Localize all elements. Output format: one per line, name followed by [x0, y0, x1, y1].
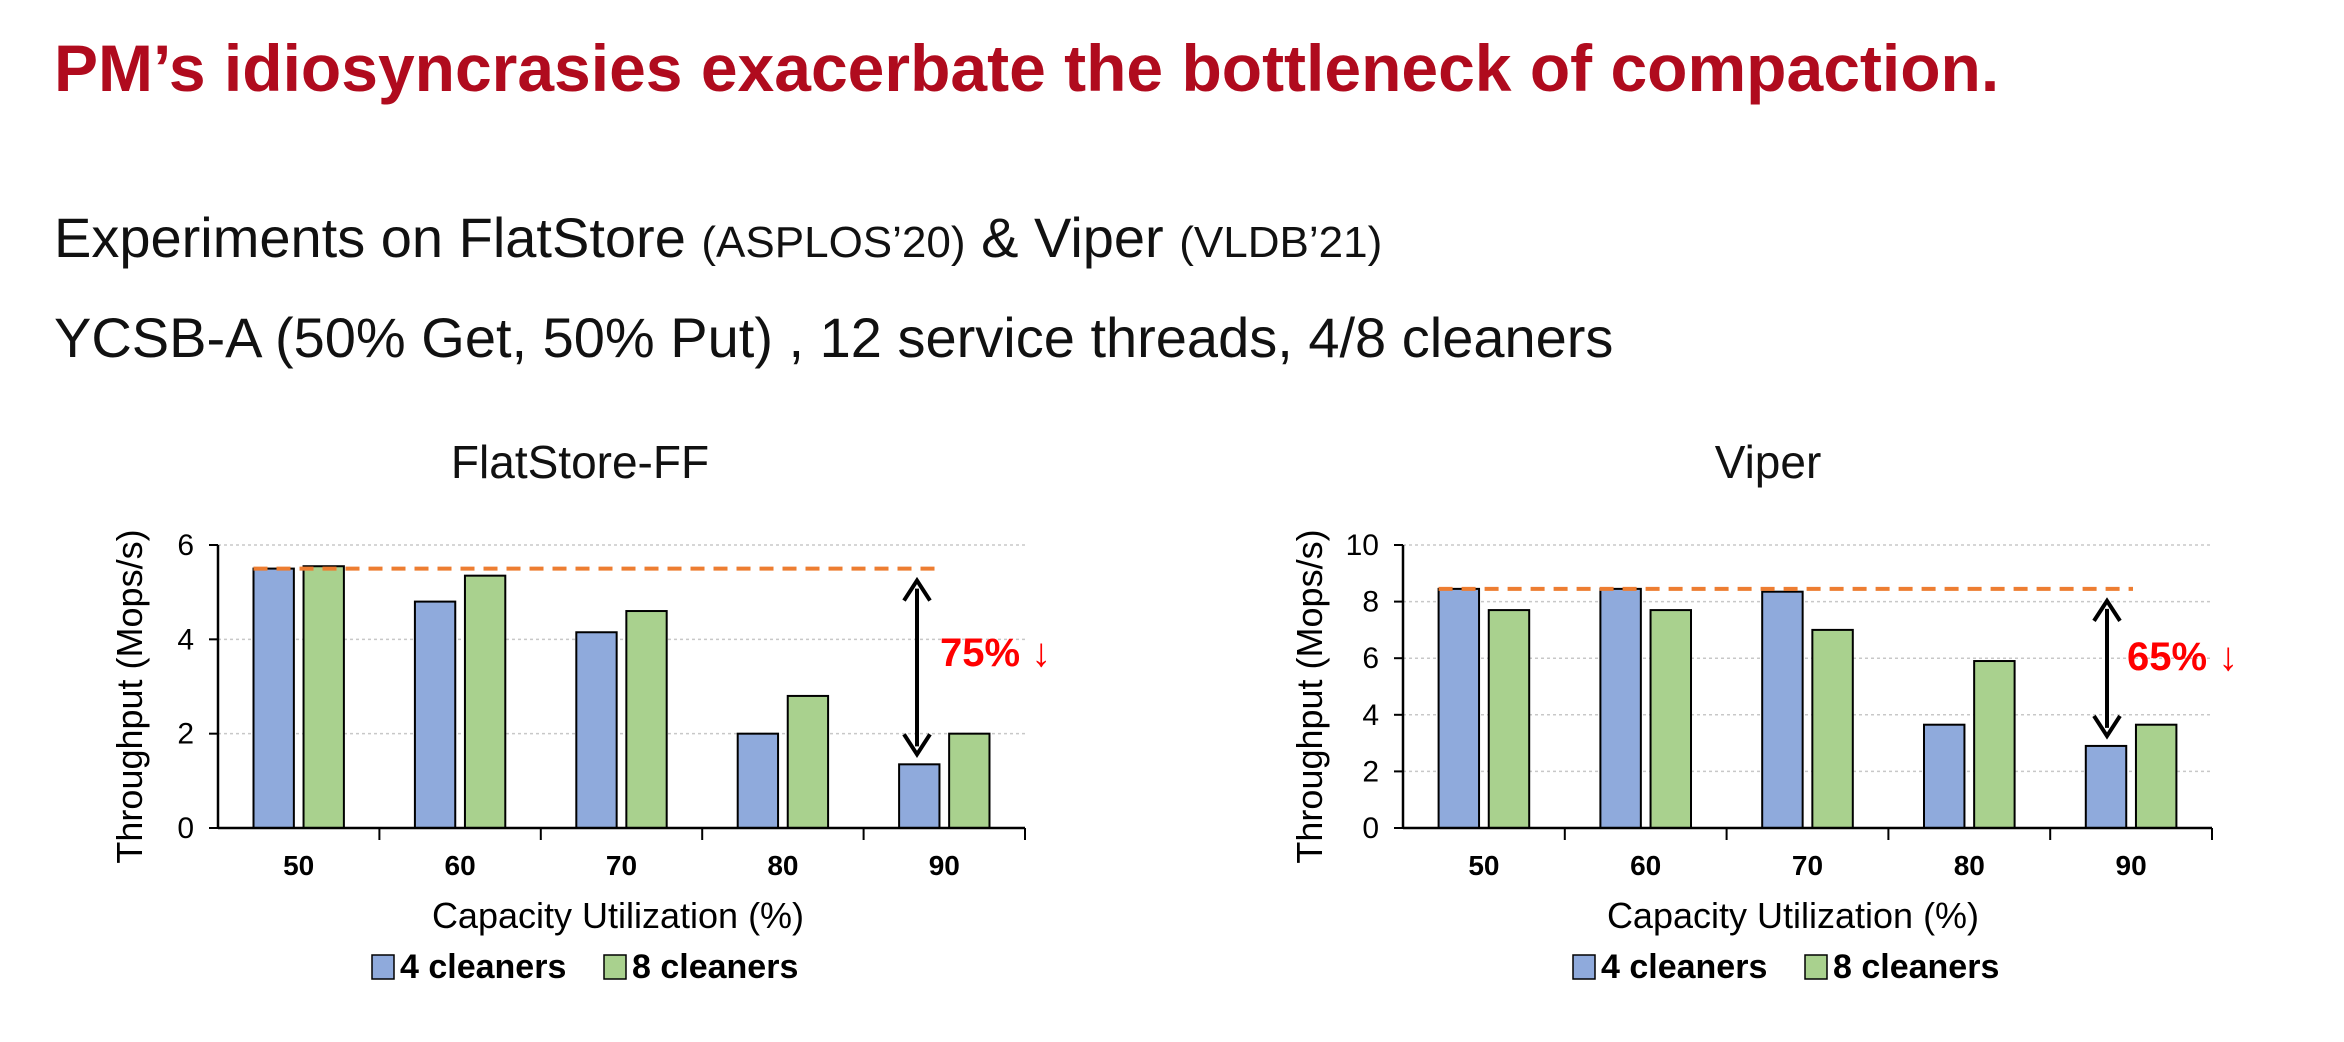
- bar-4-cleaners: [252, 567, 295, 829]
- y-tick-label: 6: [1362, 642, 1379, 675]
- x-tick-label: 50: [283, 850, 314, 881]
- chart-flatstore-ff: FlatStore-FF 0 2 4 6 50 60 70 80 90 75% ↓ Throughpu…: [109, 436, 1051, 986]
- y-tick-label: 2: [177, 718, 194, 751]
- x-tick-label: 70: [606, 850, 637, 881]
- bar-4-cleaners: [1437, 587, 1481, 829]
- bar-4-cleaners: [736, 732, 780, 830]
- y-tick-label: 0: [1362, 812, 1379, 845]
- legend-swatch-4-cleaners: [1572, 954, 1596, 980]
- bar-4-cleaners: [2084, 744, 2128, 829]
- bar-4-cleaners: [898, 763, 941, 830]
- chart-viper: Viper 0 2 4 6 8 10 50 60 70 80 90 65% ↓ Throughput (M…: [1289, 436, 2238, 986]
- arrow-head-up: [902, 576, 932, 602]
- bar-8-cleaners: [1811, 628, 1854, 830]
- arrow-head-down: [902, 733, 932, 758]
- chart-title: Viper: [1715, 436, 1822, 488]
- chart-title: FlatStore-FF: [451, 436, 709, 488]
- drop-annotation: 65% ↓: [2127, 635, 2238, 679]
- bar-8-cleaners: [1649, 609, 1693, 830]
- x-tick-label: 70: [1792, 850, 1823, 881]
- legend-swatch-4-cleaners: [371, 954, 395, 980]
- bar-8-cleaners: [786, 694, 830, 830]
- y-tick-label: 2: [1362, 755, 1379, 788]
- x-tick-label: 80: [1954, 850, 1985, 881]
- experiment-text-viper: & Viper: [981, 206, 1164, 269]
- legend-swatch-8-cleaners: [603, 954, 627, 980]
- y-axis-label: Throughput (Mops/s): [109, 529, 150, 863]
- bar-4-cleaners: [1761, 590, 1804, 829]
- y-tick-label: 6: [177, 529, 194, 562]
- x-tick-label: 50: [1468, 850, 1499, 881]
- bar-4-cleaners: [1922, 723, 1966, 830]
- bar-8-cleaners: [463, 574, 507, 829]
- y-tick-label: 10: [1346, 529, 1379, 562]
- x-tick-label: 60: [445, 850, 476, 881]
- bar-8-cleaners: [1973, 660, 2016, 830]
- y-axis-label: Throughput (Mops/s): [1289, 529, 1330, 863]
- x-tick-label: 60: [1630, 850, 1661, 881]
- legend-label-8-cleaners: 8 cleaners: [632, 948, 798, 986]
- experiment-text: Experiments on FlatStore: [54, 206, 686, 269]
- drop-annotation: 75% ↓: [940, 631, 1051, 675]
- y-tick-label: 8: [1362, 586, 1379, 619]
- legend-swatch-8-cleaners: [1804, 954, 1828, 980]
- citation-vldb: (VLDB’21): [1179, 218, 1383, 267]
- bar-8-cleaners: [302, 565, 345, 829]
- x-tick-label: 80: [767, 850, 798, 881]
- experiment-line: Experiments on FlatStore (ASPLOS’20) & V…: [54, 205, 1382, 270]
- citation-asplos: (ASPLOS’20): [701, 218, 966, 267]
- arrow-head-down: [2092, 714, 2122, 740]
- x-axis-label: Capacity Utilization (%): [432, 895, 804, 936]
- x-axis-label: Capacity Utilization (%): [1607, 895, 1979, 936]
- workload-line: YCSB-A (50% Get, 50% Put) , 12 service t…: [54, 306, 1614, 369]
- bar-8-cleaners: [625, 610, 668, 829]
- arrow-head-up: [2092, 597, 2122, 622]
- legend-label-4-cleaners: 4 cleaners: [1601, 948, 1767, 986]
- legend-label-8-cleaners: 8 cleaners: [1833, 948, 1999, 986]
- slide-title: PM’s idiosyncrasies exacerbate the bottl…: [54, 31, 2000, 105]
- bar-4-cleaners: [1599, 587, 1642, 829]
- x-tick-label: 90: [929, 850, 960, 881]
- y-tick-label: 4: [177, 623, 194, 656]
- bar-8-cleaners: [1487, 609, 1531, 830]
- bar-4-cleaners: [575, 631, 618, 830]
- y-tick-label: 4: [1362, 699, 1379, 732]
- bar-4-cleaners: [413, 600, 457, 829]
- x-tick-label: 90: [2116, 850, 2147, 881]
- bar-8-cleaners: [2134, 723, 2178, 830]
- y-tick-label: 0: [177, 812, 194, 845]
- legend-label-4-cleaners: 4 cleaners: [400, 948, 566, 986]
- bar-8-cleaners: [948, 732, 991, 830]
